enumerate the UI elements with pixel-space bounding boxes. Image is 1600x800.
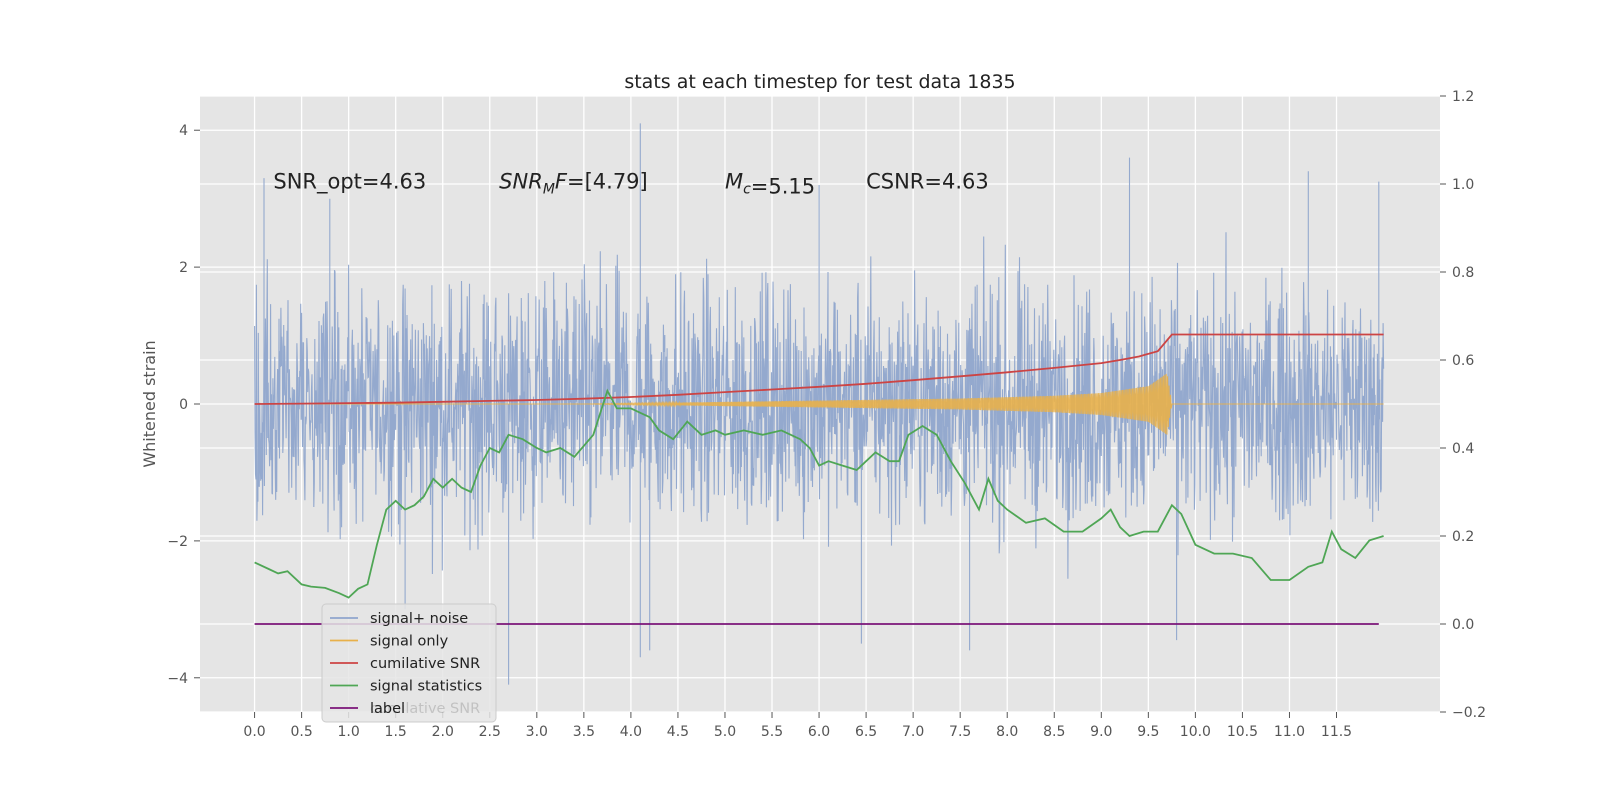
chart-title: stats at each timestep for test data 183… [624, 71, 1015, 93]
x-tick-label: 5.5 [761, 724, 783, 740]
x-tick-label: 11.5 [1321, 724, 1352, 740]
y-tick-label: −4 [167, 671, 188, 687]
annotation-subscript: M [543, 182, 555, 198]
x-tick-label: 3.5 [573, 724, 595, 740]
annotations: SNR_opt=4.63 SNRMF=[4.79] Mc=5.15 CSNR=4.63 [273, 170, 988, 199]
series-cumilative-snr [254, 333, 1384, 405]
annotation-value: =[4.79] [567, 170, 648, 194]
y-tick-label: 2 [179, 260, 188, 276]
y2-tick-label: 0.6 [1452, 353, 1474, 369]
x-tick-label: 6.5 [855, 724, 877, 740]
x-tick-label: 6.0 [808, 724, 830, 740]
y2-tick-label: −0.2 [1452, 705, 1486, 721]
y-tick-label: −2 [167, 534, 188, 550]
annotation-italic: M [725, 170, 743, 194]
legend-box [321, 603, 497, 723]
y2-tick-label: 0.2 [1452, 529, 1474, 545]
x-tick-label: 9.5 [1137, 724, 1159, 740]
x-tick-label: 3.0 [526, 724, 548, 740]
annotation-text: SNR_opt=4.63 [273, 170, 426, 195]
series-signal-only [254, 373, 1384, 435]
y2-tick-label: 1.0 [1452, 177, 1474, 193]
y2-tick-label: 0.4 [1452, 441, 1474, 457]
y-tick-label: 0 [179, 397, 188, 413]
legend-label: signal only [370, 634, 449, 650]
x-tick-label: 8.0 [996, 724, 1018, 740]
x-tick-label: 7.0 [902, 724, 924, 740]
y2-tick-label: 1.2 [1452, 89, 1474, 105]
annotation-value: =5.15 [751, 175, 815, 199]
series-signal-statistics [254, 388, 1384, 599]
x-tick-label: 2.5 [479, 724, 501, 740]
annotation-text: SNRMF=[4.79] [499, 170, 648, 198]
x-tick-label: 0.5 [290, 724, 312, 740]
annotation-italic: F [555, 170, 568, 194]
legend-label: label [370, 701, 405, 717]
x-tick-label: 0.0 [243, 724, 265, 740]
x-tick-label: 1.5 [385, 724, 407, 740]
axes-layer: 0.0 0.5 1.0 1.5 2.0 2.5 3.0 3.5 4.0 4.5 5.0 5.5 6.0 6… [167, 89, 1486, 740]
legend-label: signal statistics [370, 679, 482, 695]
legend: signal+ noise signal only cumilative SNR si… [321, 603, 497, 723]
legend-label: signal+ noise [370, 611, 468, 627]
x-tick-label: 5.0 [714, 724, 736, 740]
y-tick-label: 4 [179, 123, 188, 139]
x-tick-label: 1.0 [338, 724, 360, 740]
x-tick-label: 8.5 [1043, 724, 1065, 740]
x-tick-label: 11.0 [1274, 724, 1305, 740]
series-signal-noise [254, 123, 1385, 685]
x-tick-label: 4.5 [667, 724, 689, 740]
x-tick-label: 10.5 [1227, 724, 1258, 740]
legend-label: cumilative SNR [370, 656, 480, 672]
x-tick-label: 9.0 [1090, 724, 1112, 740]
y-axis-title: Whitened strain [140, 340, 159, 467]
annotation-subscript: c [743, 182, 751, 198]
legend-ghost-label: cumilative SNR [370, 701, 480, 717]
annotation-text: CSNR=4.63 [866, 170, 989, 194]
x-tick-label: 2.0 [432, 724, 454, 740]
x-tick-label: 10.0 [1180, 724, 1211, 740]
annotation-text: Mc=5.15 [725, 170, 815, 199]
x-tick-label: 4.0 [620, 724, 642, 740]
annotation-italic: SNR [499, 170, 543, 194]
y2-tick-label: 0.8 [1452, 265, 1474, 281]
x-tick-label: 7.5 [949, 724, 971, 740]
y2-tick-label: 0.0 [1452, 617, 1474, 633]
